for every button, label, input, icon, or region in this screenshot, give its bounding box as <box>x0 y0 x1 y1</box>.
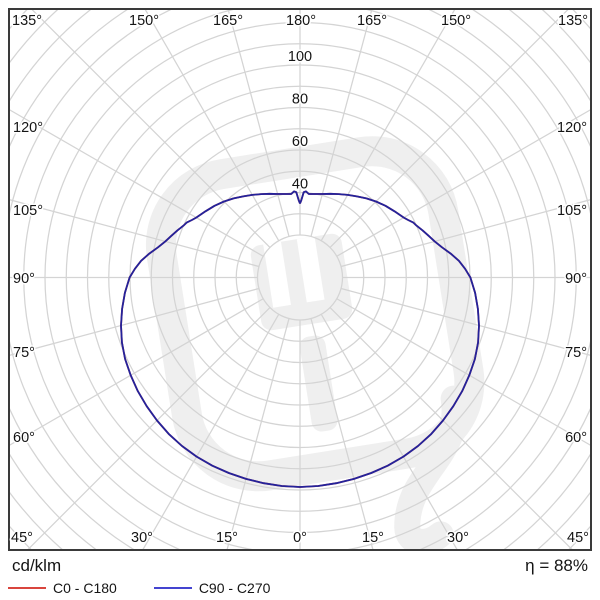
legend-label-c90-c270: C90 - C270 <box>198 580 271 596</box>
ring-label-40: 40 <box>292 177 308 193</box>
angle-label-left-4: 60° <box>13 430 35 446</box>
ring-label-80: 80 <box>292 92 308 108</box>
angle-label-bottom-3: 0° <box>293 530 307 546</box>
angle-label-top-2: 165° <box>213 13 243 29</box>
angle-label-left-0: 120° <box>13 120 43 136</box>
angle-label-left-3: 75° <box>13 345 35 361</box>
angle-label-bottom-0: 45° <box>11 530 33 546</box>
angle-label-left-2: 90° <box>13 271 35 287</box>
curve-c90-c270 <box>120 190 480 488</box>
plot-frame <box>8 8 592 551</box>
legend-item-c90-c270: C90 - C270 <box>153 580 271 596</box>
angle-label-top-6: 135° <box>558 13 588 29</box>
angle-label-left-1: 105° <box>13 203 43 219</box>
unit-label: cd/klm <box>12 556 62 575</box>
angle-label-right-3: 75° <box>565 345 587 361</box>
legend-label-c0-c180: C0 - C180 <box>53 580 117 596</box>
angle-label-top-4: 165° <box>357 13 387 29</box>
angle-label-bottom-4: 15° <box>362 530 384 546</box>
legend: C0 - C180 C90 - C270 <box>8 580 270 596</box>
angle-label-right-1: 105° <box>557 203 587 219</box>
angle-label-right-2: 90° <box>565 271 587 287</box>
legend-line-red <box>8 587 46 589</box>
angle-label-right-0: 120° <box>557 120 587 136</box>
angle-label-bottom-1: 30° <box>131 530 153 546</box>
angle-label-right-4: 60° <box>565 430 587 446</box>
angle-label-bottom-5: 30° <box>447 530 469 546</box>
legend-item-c0-c180: C0 - C180 <box>8 580 117 596</box>
angle-label-top-5: 150° <box>441 13 471 29</box>
angle-label-top-0: 135° <box>12 13 42 29</box>
angle-label-top-1: 150° <box>129 13 159 29</box>
ring-label-60: 60 <box>292 134 308 150</box>
angle-label-bottom-6: 45° <box>567 530 589 546</box>
angle-label-bottom-2: 15° <box>216 530 238 546</box>
legend-line-blue <box>153 587 192 589</box>
angle-label-top-3: 180° <box>286 13 316 29</box>
ring-label-100: 100 <box>288 49 312 65</box>
efficiency-value: η = 88% <box>525 556 588 575</box>
